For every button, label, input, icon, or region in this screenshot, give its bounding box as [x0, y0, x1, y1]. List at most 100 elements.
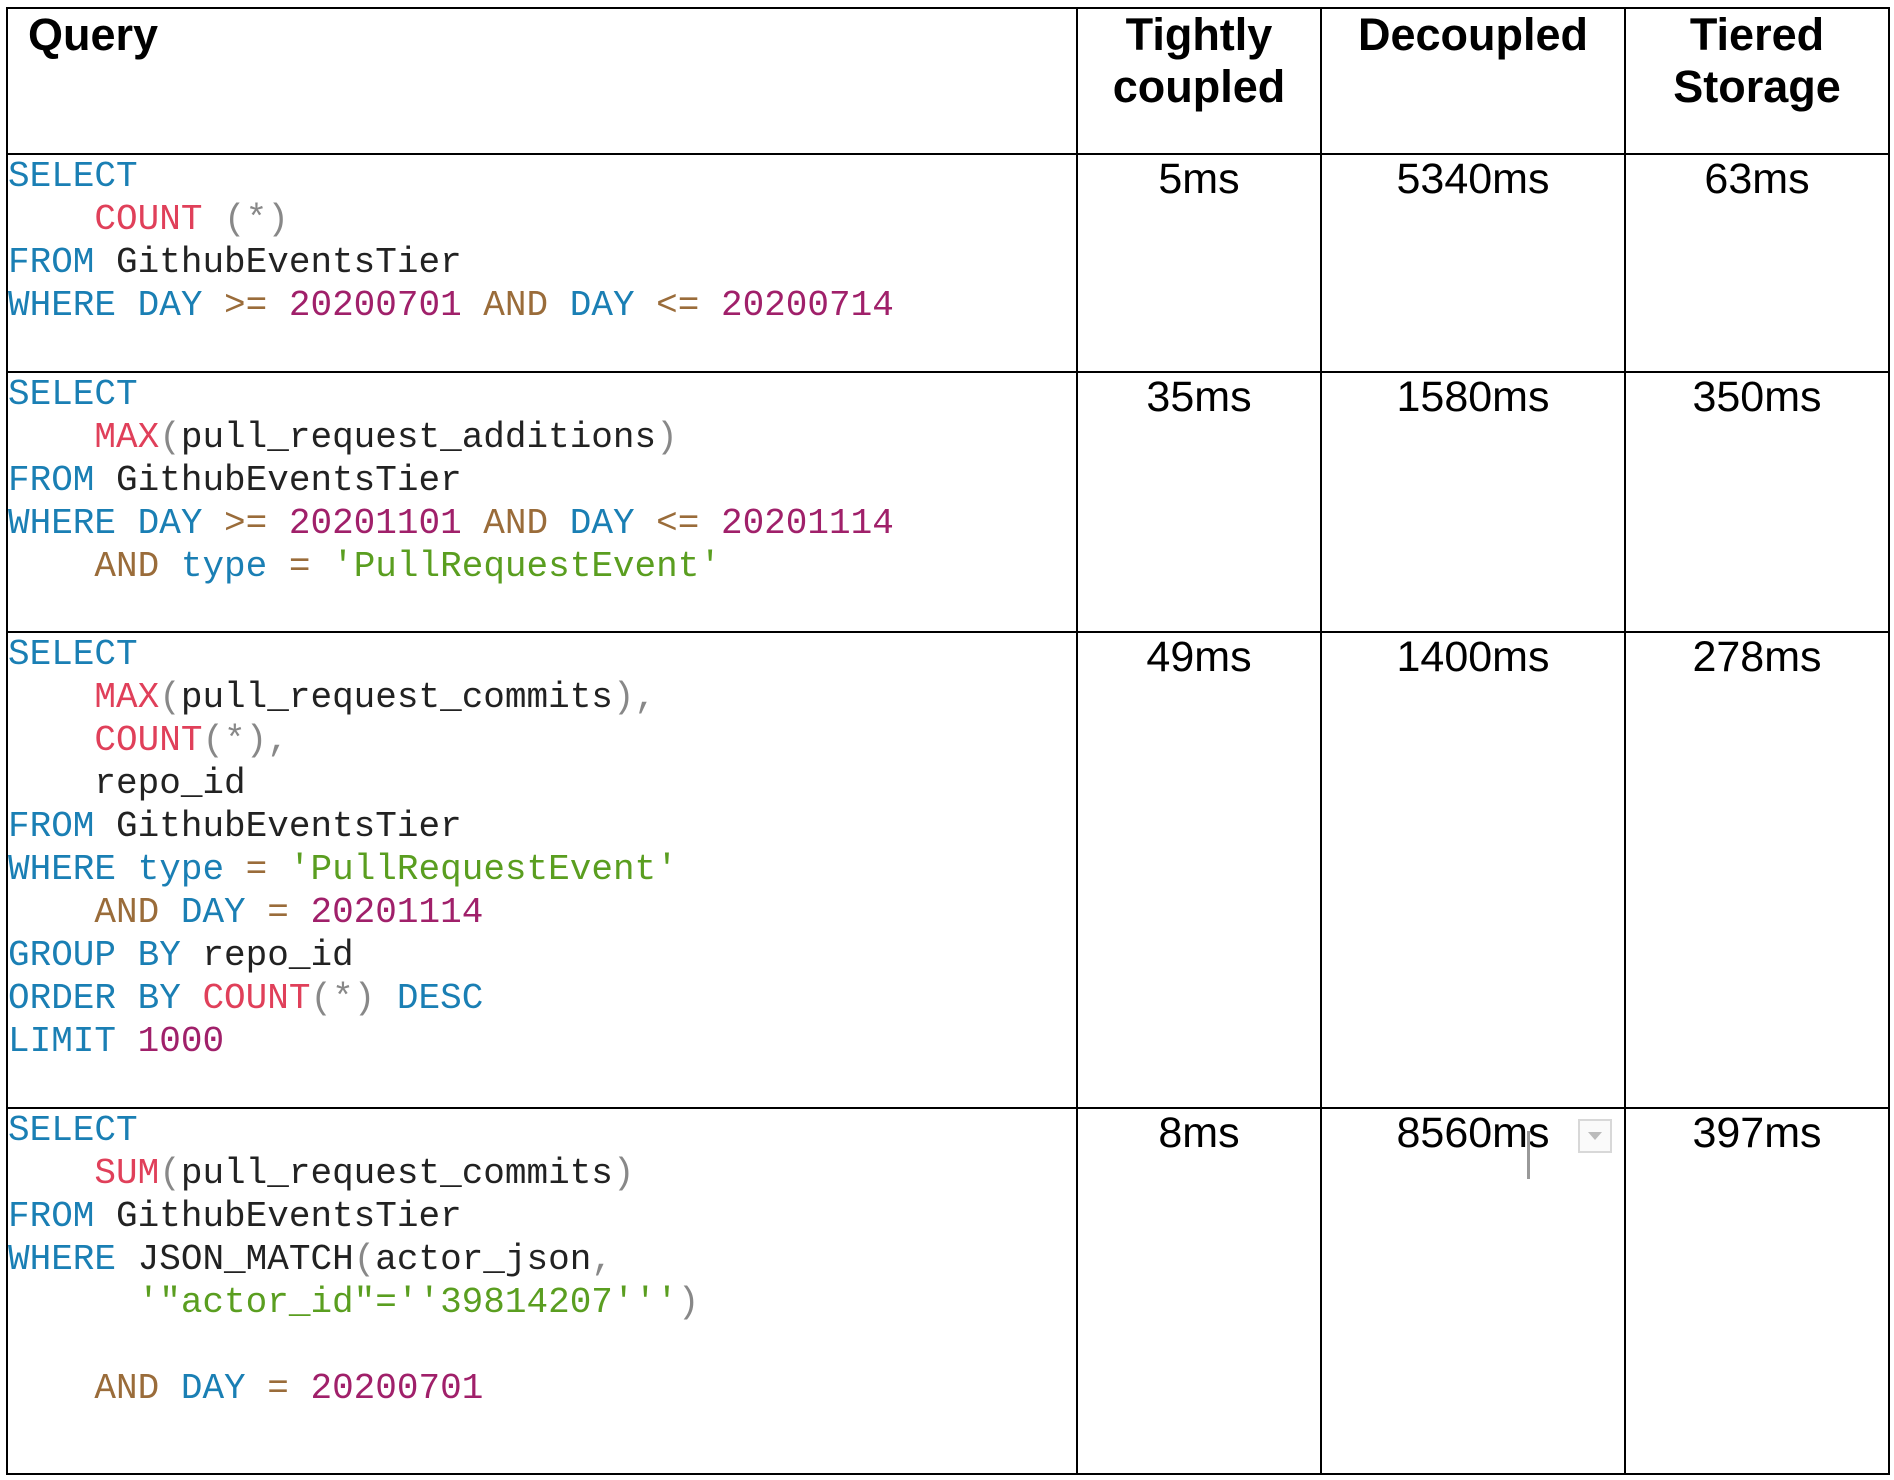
code-token: MAX	[94, 417, 160, 458]
code-token: (*)	[310, 978, 376, 1019]
table-row: SELECT SUM(pull_request_commits) FROM Git…	[6, 1107, 1890, 1475]
code-token: COUNT	[202, 978, 311, 1019]
code-token: SUM	[94, 1153, 160, 1194]
code-token: (*)	[202, 199, 289, 240]
code-line: WHERE DAY >= 20200701 AND DAY <= 2020071…	[8, 284, 1076, 327]
code-line: COUNT (*)	[8, 198, 1076, 241]
code-token: LIMIT	[8, 1021, 117, 1062]
table-row: SELECT COUNT (*) FROM GithubEventsTier WHE…	[6, 153, 1890, 373]
code-token: 'PullRequestEvent'	[267, 849, 678, 890]
code-token: AND	[94, 1368, 160, 1409]
code-token	[8, 892, 94, 933]
code-token	[548, 503, 570, 544]
code-token: (	[159, 417, 181, 458]
code-token: COUNT	[94, 199, 203, 240]
code-token: FROM	[8, 242, 95, 283]
code-token: DAY	[180, 892, 246, 933]
code-token: COUNT	[94, 720, 203, 761]
code-token: AND	[94, 892, 160, 933]
code-token: ),	[612, 677, 657, 718]
code-token	[159, 892, 181, 933]
code-token: AND	[94, 546, 160, 587]
code-token: (	[159, 677, 181, 718]
code-line: AND DAY = 20200701	[8, 1367, 1076, 1410]
code-token: WHERE	[8, 1239, 117, 1280]
code-token: SELECT	[8, 156, 138, 197]
code-token: 20201114	[699, 503, 894, 544]
header-decoupled: Decoupled	[1320, 7, 1626, 155]
code-token: 'PullRequestEvent'	[310, 546, 721, 587]
code-token: 20200701	[267, 285, 462, 326]
code-line: GROUP BY repo_id	[8, 934, 1076, 977]
query-code-cell: SELECT MAX(pull_request_commits), COUNT(…	[6, 631, 1078, 1109]
code-line: AND DAY = 20201114	[8, 891, 1076, 934]
code-token	[116, 285, 138, 326]
code-token: type	[137, 849, 225, 890]
header-tiered-storage: Tiered Storage	[1624, 7, 1890, 155]
tiered-storage-value: 278ms	[1624, 631, 1890, 1109]
code-token: )	[612, 1153, 635, 1194]
code-token: FROM	[8, 806, 95, 847]
code-token: actor_json	[375, 1239, 592, 1280]
code-line: SUM(pull_request_commits)	[8, 1152, 1076, 1195]
code-token: )	[677, 1282, 700, 1323]
code-token	[8, 1282, 138, 1323]
code-token: WHERE	[8, 849, 117, 890]
code-token	[159, 546, 181, 587]
code-token: <=	[634, 285, 700, 326]
code-line: MAX(pull_request_commits),	[8, 676, 1076, 719]
code-token: =	[224, 849, 268, 890]
code-token: MAX	[94, 677, 160, 718]
code-token: 20201101	[267, 503, 462, 544]
chevron-down-icon[interactable]	[1578, 1119, 1612, 1153]
code-token: SELECT	[8, 374, 138, 415]
query-code-cell: SELECT MAX(pull_request_additions) FROM G…	[6, 371, 1078, 633]
code-token: 20200714	[699, 285, 894, 326]
code-token: WHERE	[8, 285, 117, 326]
code-token: <=	[634, 503, 700, 544]
tightly-coupled-value: 35ms	[1076, 371, 1322, 633]
code-token	[159, 1368, 181, 1409]
code-token	[116, 503, 138, 544]
decoupled-value: 1580ms	[1320, 371, 1626, 633]
code-token: DAY	[180, 1368, 246, 1409]
code-token	[8, 417, 94, 458]
code-token	[548, 285, 570, 326]
code-token: (	[353, 1239, 376, 1280]
code-line: FROM GithubEventsTier	[8, 805, 1076, 848]
benchmark-table: Query Tightly coupled Decoupled Tiered S…	[6, 7, 1890, 1475]
code-line: FROM GithubEventsTier	[8, 459, 1076, 502]
code-token: ,	[591, 1239, 613, 1280]
code-token: DAY	[137, 285, 203, 326]
header-query: Query	[6, 7, 1078, 155]
code-token: JSON_MATCH	[116, 1239, 354, 1280]
code-line: WHERE JSON_MATCH(actor_json,	[8, 1238, 1076, 1281]
text-cursor	[1527, 1131, 1530, 1179]
code-token: >=	[202, 503, 268, 544]
code-line: LIMIT 1000	[8, 1020, 1076, 1063]
code-token: DAY	[569, 285, 635, 326]
code-line: COUNT(*),	[8, 719, 1076, 762]
code-token: GithubEventsTier	[94, 242, 462, 283]
tiered-storage-value: 397ms	[1624, 1107, 1890, 1475]
code-token: FROM	[8, 460, 95, 501]
decoupled-value: 1400ms	[1320, 631, 1626, 1109]
code-token: 20200701	[288, 1368, 484, 1409]
code-token: SELECT	[8, 1110, 138, 1151]
decoupled-value: 5340ms	[1320, 153, 1626, 373]
code-line: WHERE type = 'PullRequestEvent'	[8, 848, 1076, 891]
tightly-coupled-value: 5ms	[1076, 153, 1322, 373]
code-token: GROUP BY	[8, 935, 181, 976]
code-token: (	[159, 1153, 181, 1194]
tightly-coupled-value: 8ms	[1076, 1107, 1322, 1475]
code-token: pull_request_commits	[180, 1153, 613, 1194]
code-token	[8, 720, 94, 761]
code-token: GithubEventsTier	[94, 460, 462, 501]
table-row: SELECT MAX(pull_request_commits), COUNT(…	[6, 631, 1890, 1109]
code-token: type	[180, 546, 268, 587]
code-token: =	[245, 1368, 289, 1409]
code-token: pull_request_additions	[180, 417, 657, 458]
code-line: SELECT	[8, 633, 1076, 676]
decoupled-value: 8560ms	[1320, 1107, 1626, 1475]
code-token	[181, 978, 203, 1019]
